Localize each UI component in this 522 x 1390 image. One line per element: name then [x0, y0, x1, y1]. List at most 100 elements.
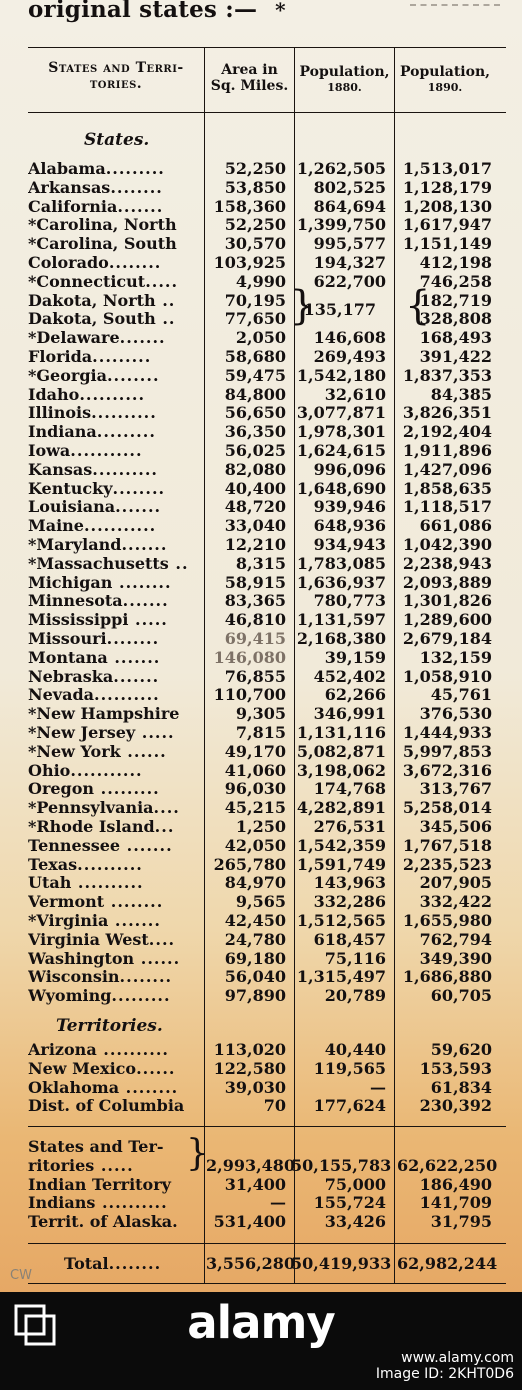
states-section-title: States.: [84, 130, 150, 150]
row-name-text: Michigan: [28, 573, 113, 592]
row-pop-1880: 1,648,690: [296, 478, 386, 498]
row-name: Michigan ........: [28, 574, 204, 593]
row-name-text: *New Hampshire: [28, 705, 180, 724]
row-pop-1890: 2,192,404: [402, 422, 492, 442]
row-pop-1890: 1,686,880: [402, 967, 492, 987]
row-name-text: Territ. of Alaska.: [28, 1213, 178, 1232]
row-leader-dots: .......: [120, 836, 173, 855]
table-row: *Carolina, North 52,250 1,399,750 1,617,947: [28, 216, 504, 235]
row-pop-1890: 349,390: [419, 948, 492, 968]
row-leader-dots: .......: [113, 667, 160, 686]
row-name-text: Kentucky: [28, 479, 113, 498]
table-row: Maine........... 33,040 648,936 661,086: [28, 516, 504, 536]
row-area: 77,650: [224, 309, 286, 329]
row-name-text: Washington: [28, 949, 135, 968]
row-area: 146,080: [213, 647, 286, 667]
row-name: Louisiana.......: [28, 498, 204, 517]
row-name: *Carolina, North: [28, 216, 204, 235]
row-leader-dots: .........: [96, 423, 156, 442]
row-area: 531,400: [213, 1212, 286, 1232]
row-leader-dots: ..: [155, 310, 176, 329]
row-pop-1890: 1,042,390: [402, 535, 492, 554]
row-name: Indian Territory: [28, 1176, 204, 1195]
row-pop-1880: 1,978,301: [296, 422, 386, 442]
column-divider-1: [204, 48, 205, 1283]
table-row: California....... 158,360 864,694 1,208,130: [28, 196, 504, 217]
row-pop-1880: 1,512,565: [296, 911, 386, 930]
table-row: States and Ter-: [28, 1138, 504, 1157]
row-name-text: Wisconsin: [28, 968, 120, 987]
newspaper-clipping: original states :— * States and Terri-tor…: [0, 0, 522, 1292]
row-name: Illinois..........: [28, 404, 204, 423]
row-name-text: Indiana: [28, 423, 97, 442]
row-leader-dots: .......: [122, 592, 169, 611]
row-pop-1890: 1,058,910: [402, 666, 492, 686]
row-name: Texas..........: [28, 856, 204, 875]
summary-top-rule: [28, 1126, 506, 1127]
row-name: New Mexico......: [28, 1060, 204, 1079]
row-leader-dots: .....: [128, 611, 168, 630]
row-name-text: Indian Territory: [28, 1175, 171, 1194]
row-pop-1890: 153,593: [419, 1058, 492, 1078]
row-name-text: *Carolina, South: [28, 235, 177, 254]
table-row: Utah .......... 84,970 143,963 207,905: [28, 874, 504, 893]
row-name-text: Tennessee: [28, 836, 121, 855]
row-pop-1890: 5,258,014: [402, 798, 492, 818]
row-area: 48,720: [224, 497, 286, 517]
row-name: *Carolina, South: [28, 235, 204, 254]
row-leader-dots: .........: [94, 780, 160, 799]
row-name: Oregon .........: [28, 780, 204, 799]
row-name: Wyoming.........: [28, 987, 204, 1006]
row-name-text: *Delaware: [28, 329, 120, 348]
row-pop-1880: 194,327: [313, 253, 386, 272]
row-pop-1880: 177,624: [313, 1096, 386, 1116]
table-row: Indians .......... — 155,724 141,709: [28, 1194, 504, 1213]
table-row: Dist. of Columbia 70 177,624 230,392: [28, 1097, 504, 1116]
total-area: 3,556,280: [206, 1254, 296, 1273]
row-name-text: Virginia West: [28, 930, 149, 949]
row-pop-1880: 864,694: [313, 196, 386, 216]
row-leader-dots: .....: [145, 272, 179, 291]
row-pop-1890: 230,392: [419, 1096, 492, 1116]
row-leader-dots: ......: [120, 742, 167, 761]
row-area: 56,650: [224, 403, 286, 423]
row-leader-dots: .........: [111, 987, 171, 1006]
table-row: *Georgia........ 59,475 1,542,180 1,837,353: [28, 365, 504, 386]
row-leader-dots: ..........: [79, 385, 146, 404]
row-name-text: Maine: [28, 517, 84, 536]
row-area: 9,565: [235, 892, 286, 912]
row-pop-1880: 1,542,359: [296, 835, 386, 855]
row-pop-1880: 1,542,180: [296, 365, 386, 385]
header-states-territories: States and Terri-tories.: [48, 60, 184, 92]
column-divider-2: [294, 48, 295, 1283]
row-name: *Massachusetts ..: [28, 555, 204, 574]
row-name: Arkansas........: [28, 179, 204, 198]
row-area: 69,415: [224, 629, 286, 648]
row-pop-1890: 2,238,943: [402, 553, 492, 573]
row-pop-1890: 182,719: [419, 290, 492, 310]
row-area: —: [270, 1193, 286, 1213]
row-pop-1880: 995,577: [313, 234, 386, 254]
row-pop-1880: 174,768: [313, 779, 386, 799]
row-area: 24,780: [224, 929, 286, 949]
row-name-text: Vermont: [28, 893, 105, 912]
row-pop-1880: 996,096: [313, 459, 386, 479]
row-area: 46,810: [224, 610, 286, 630]
table-row: Florida......... 58,680 269,493 391,422: [28, 347, 504, 367]
row-area: 41,060: [224, 760, 286, 780]
row-name-text: Alabama: [28, 160, 106, 178]
row-pop-1890: 1,837,353: [402, 365, 492, 385]
table-row: Michigan ........ 58,915 1,636,937 2,093,88…: [28, 573, 504, 593]
heading-text: original states :—: [28, 0, 258, 23]
table-row: Wyoming......... 97,890 20,789 60,705: [28, 986, 504, 1006]
row-leader-dots: ........: [119, 1078, 179, 1097]
table-row: *Virginia ....... 42,450 1,512,565 1,655,98…: [28, 911, 504, 931]
row-name-text: California: [28, 197, 118, 216]
row-pop-1880: 75,000: [324, 1174, 386, 1194]
row-name: ritories .....: [28, 1157, 204, 1176]
watermark-url: www.alamy.com: [401, 1350, 514, 1366]
row-pop-1890: 391,422: [419, 347, 492, 366]
table-row: Kentucky........ 40,400 1,648,690 1,858,635: [28, 478, 504, 499]
page-heading: original states :— *: [28, 0, 286, 25]
row-leader-dots: .......: [108, 912, 161, 930]
